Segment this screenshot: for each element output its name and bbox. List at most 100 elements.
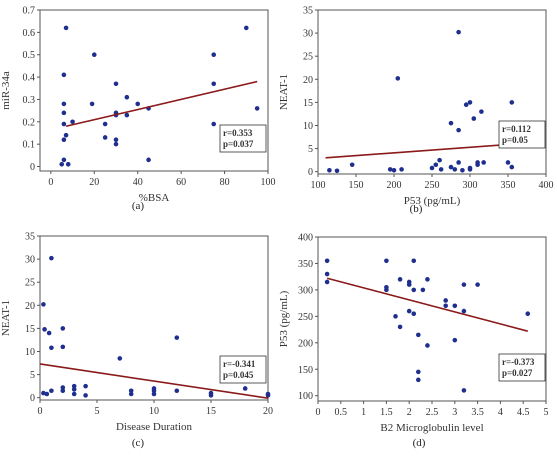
- p-value-label: p=0.037: [223, 139, 254, 149]
- data-point: [448, 164, 454, 170]
- regression-line: [65, 80, 258, 128]
- data-point: [425, 343, 430, 348]
- x-tick-label: 250: [425, 180, 440, 191]
- x-tick-label: 0.5: [335, 407, 348, 418]
- data-point: [211, 52, 217, 58]
- data-point: [461, 282, 467, 287]
- data-point: [406, 308, 412, 314]
- y-tick-label: 30: [303, 29, 313, 40]
- y-tick-label: 10: [25, 347, 35, 358]
- data-point: [265, 393, 271, 398]
- y-tick-label: 300: [298, 285, 313, 296]
- y-tick-label: 5: [30, 370, 35, 381]
- correlation-r-label: r=0.112: [502, 124, 531, 134]
- data-point: [83, 393, 88, 398]
- data-point: [60, 344, 66, 350]
- x-tick-label: 100: [311, 180, 326, 191]
- data-point: [61, 157, 67, 163]
- x-tick-label: 350: [501, 180, 516, 191]
- data-point: [452, 167, 458, 172]
- data-point: [135, 101, 141, 107]
- y-tick-label: 0: [30, 162, 35, 173]
- x-tick-label: 2: [407, 407, 412, 418]
- data-point: [63, 25, 69, 31]
- data-point: [438, 167, 444, 172]
- y-tick-label: 30: [25, 255, 35, 266]
- data-point: [211, 81, 217, 87]
- data-point: [411, 311, 417, 317]
- data-point: [128, 391, 134, 397]
- data-point: [324, 271, 330, 277]
- x-axis-label: %BSA: [139, 192, 170, 204]
- y-tick-label: 0.1: [23, 140, 36, 151]
- data-point: [327, 168, 332, 173]
- data-point: [349, 162, 355, 168]
- data-point: [397, 277, 403, 282]
- data-point: [471, 116, 477, 121]
- stats-box: [219, 124, 267, 153]
- y-axis-label: P53 (pg/mL): [278, 290, 290, 347]
- data-point: [324, 279, 330, 285]
- data-point: [509, 100, 515, 105]
- data-point: [452, 337, 458, 343]
- data-point: [70, 119, 75, 125]
- data-point: [61, 121, 67, 127]
- y-tick-label: 0: [308, 167, 313, 178]
- data-point: [475, 162, 480, 168]
- caption-b: (b): [409, 203, 423, 215]
- data-point: [397, 324, 403, 330]
- data-point: [509, 164, 515, 170]
- data-point: [463, 102, 469, 108]
- y-tick-label: 150: [298, 365, 313, 376]
- data-point: [60, 388, 66, 394]
- data-point: [211, 121, 217, 127]
- data-point: [460, 168, 465, 173]
- x-tick-label: 10: [149, 406, 159, 417]
- x-tick-label: 4.5: [517, 407, 530, 418]
- data-point: [128, 388, 134, 394]
- stats-box: [219, 355, 267, 384]
- data-point: [452, 303, 458, 309]
- y-tick-label: 35: [25, 232, 35, 243]
- correlation-r-label: r=-0.373: [502, 357, 535, 367]
- y-tick-label: 15: [303, 98, 313, 109]
- data-point: [399, 167, 404, 172]
- data-point: [83, 383, 88, 389]
- x-tick-label: 1: [361, 407, 366, 418]
- data-point: [49, 255, 54, 261]
- y-tick-label: 0.2: [23, 117, 36, 128]
- data-point: [411, 287, 417, 293]
- data-point: [433, 162, 439, 168]
- data-point: [393, 314, 398, 319]
- p-value-label: p=0.045: [223, 370, 254, 380]
- regression-line: [326, 277, 528, 332]
- regression-line: [39, 363, 269, 399]
- x-tick-label: 20: [89, 177, 99, 188]
- data-point: [151, 388, 157, 394]
- data-point: [61, 101, 67, 107]
- data-point: [44, 391, 50, 397]
- x-tick-label: 60: [176, 177, 186, 188]
- data-point: [456, 160, 461, 165]
- y-tick-label: 400: [298, 233, 313, 244]
- data-point: [481, 160, 486, 165]
- data-point: [71, 391, 77, 397]
- data-point: [146, 157, 151, 163]
- x-tick-label: 15: [206, 406, 216, 417]
- data-point: [254, 106, 260, 111]
- data-point: [334, 168, 340, 174]
- data-point: [411, 258, 417, 264]
- y-tick-label: 250: [298, 312, 313, 323]
- x-axis-label: P53 (pg/mL): [404, 195, 461, 207]
- correlation-r-label: r=-0.341: [223, 359, 256, 369]
- y-tick-label: 200: [298, 338, 313, 349]
- y-axis-label: miR-34a: [0, 71, 12, 110]
- x-tick-label: 150: [349, 180, 364, 191]
- data-point: [443, 303, 448, 309]
- data-point: [475, 282, 480, 287]
- x-tick-label: 100: [261, 177, 276, 188]
- data-point: [437, 157, 442, 163]
- caption-a: (a): [131, 200, 145, 212]
- data-point: [443, 298, 448, 303]
